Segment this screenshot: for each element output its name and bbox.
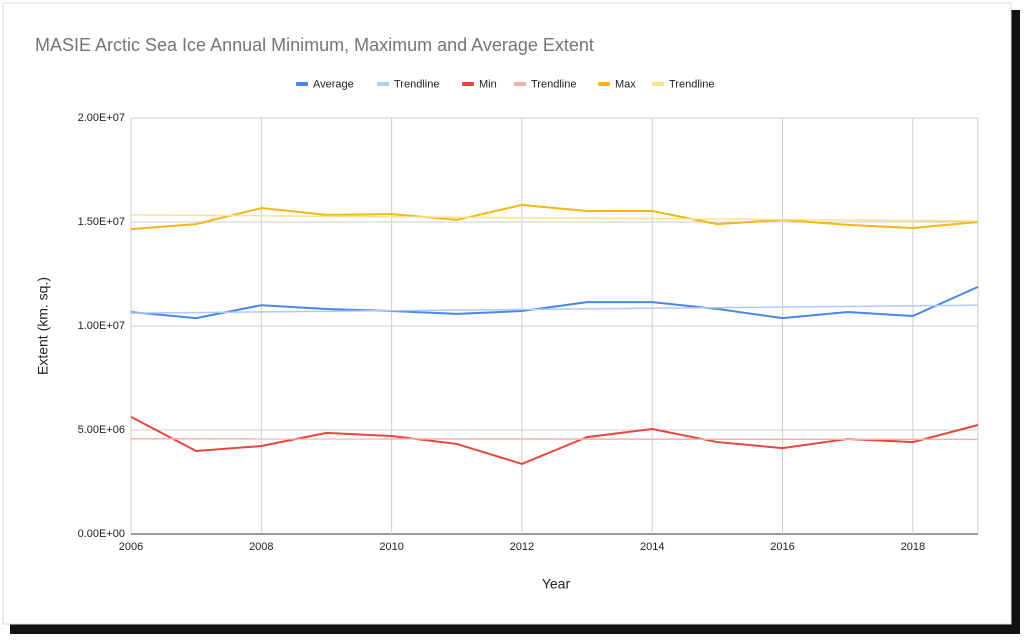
legend-swatch xyxy=(462,82,474,86)
data-line xyxy=(130,416,979,465)
data-line xyxy=(130,203,979,231)
data-line xyxy=(130,214,979,222)
x-axis-label: Year xyxy=(542,576,571,592)
legend-label: Trendline xyxy=(669,78,714,90)
legend-swatch xyxy=(598,82,610,86)
x-tick-label: 2008 xyxy=(249,541,273,553)
x-tick-label: 2010 xyxy=(379,541,403,553)
x-tick-label: 2014 xyxy=(640,541,664,553)
legend-swatch xyxy=(296,82,308,86)
legend-label: Average xyxy=(313,78,354,90)
y-tick-label: 1.00E+07 xyxy=(78,320,125,332)
y-tick-label: 2.00E+07 xyxy=(78,112,125,124)
x-tick-label: 2018 xyxy=(901,541,925,553)
y-tick-label: 1.50E+07 xyxy=(78,216,125,228)
legend-swatch xyxy=(514,82,526,86)
legend-label: Min xyxy=(479,78,497,90)
legend-swatch xyxy=(652,82,664,86)
data-line xyxy=(130,285,979,320)
x-tick-label: 2006 xyxy=(119,541,143,553)
y-tick-label: 0.00E+00 xyxy=(78,528,125,540)
chart-title: MASIE Arctic Sea Ice Annual Minimum, Max… xyxy=(35,35,594,55)
x-tick-label: 2016 xyxy=(770,541,794,553)
legend-label: Trendline xyxy=(531,78,576,90)
data-line xyxy=(130,437,979,441)
legend-label: Max xyxy=(615,78,636,90)
legend-swatch xyxy=(377,82,389,86)
y-axis-label: Extent (km. sq.) xyxy=(35,277,51,375)
legend-label: Trendline xyxy=(394,78,439,90)
data-line xyxy=(130,304,979,314)
y-tick-label: 5.00E+06 xyxy=(78,424,125,436)
x-tick-label: 2012 xyxy=(510,541,534,553)
